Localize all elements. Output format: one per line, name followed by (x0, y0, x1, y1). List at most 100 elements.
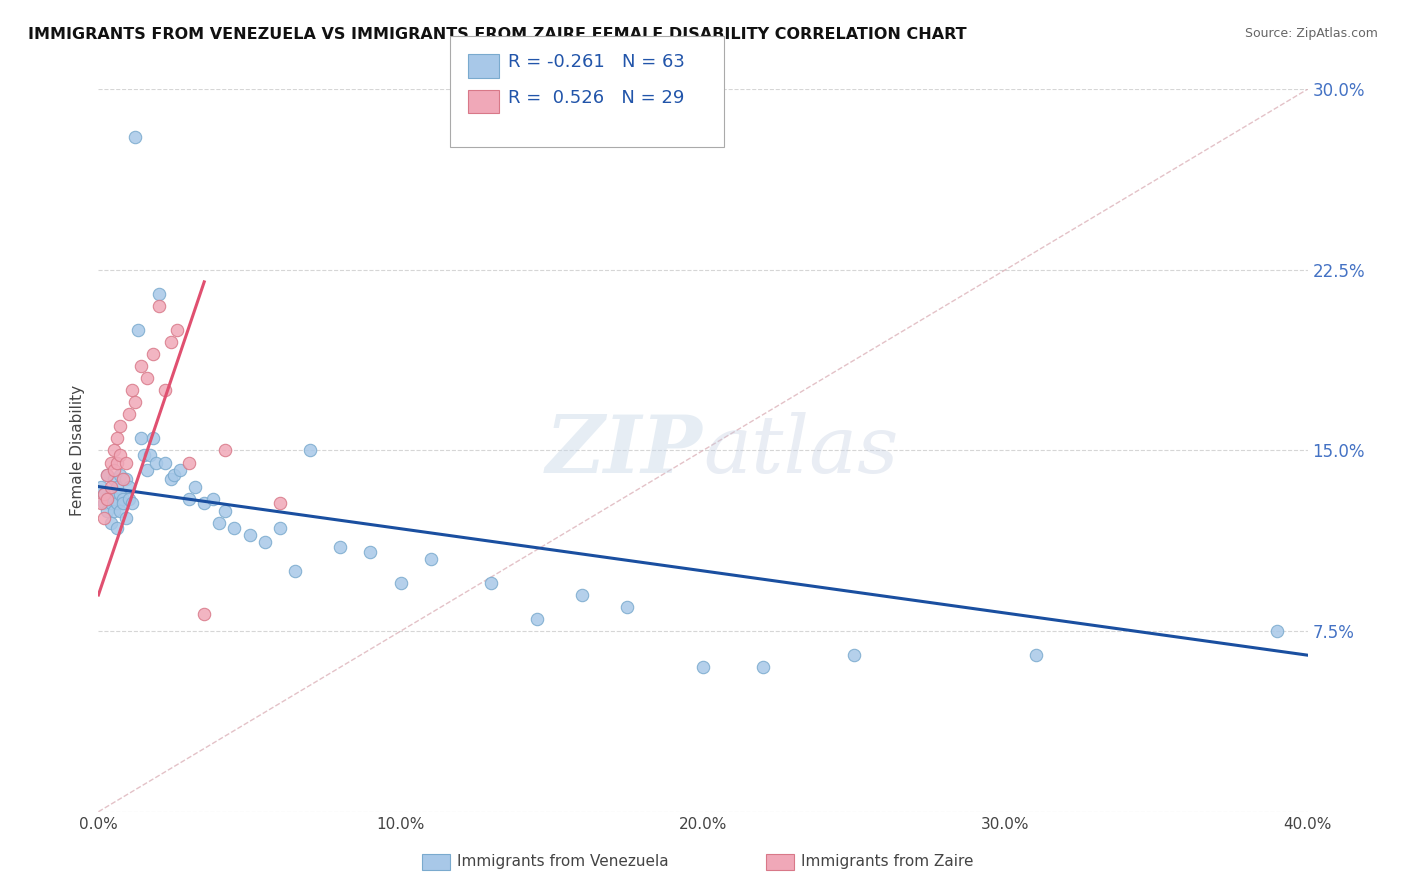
Point (108, 448, 131, 462)
Point (153, 384, 176, 398)
Point (103, 443, 125, 458)
Point (360, 544, 382, 558)
Point (103, 472, 125, 486)
Point (145, 455, 167, 469)
Point (752, 660, 775, 674)
Point (148, 286, 170, 301)
Point (108, 503, 131, 517)
Point (224, 520, 246, 534)
Point (169, 463, 191, 477)
Text: R =  0.526   N = 29: R = 0.526 N = 29 (508, 89, 683, 107)
Point (105, 431, 128, 445)
Text: IMMIGRANTS FROM VENEZUELA VS IMMIGRANTS FROM ZAIRE FEMALE DISABILITY CORRELATION: IMMIGRANTS FROM VENEZUELA VS IMMIGRANTS … (28, 27, 967, 42)
Point (108, 419, 131, 434)
Point (844, 648, 866, 662)
Text: Immigrants from Zaire: Immigrants from Zaire (801, 855, 974, 869)
Point (124, 130, 146, 145)
Point (121, 496, 143, 510)
Point (179, 455, 201, 469)
Point (253, 535, 276, 549)
Point (127, 323, 149, 337)
Point (481, 576, 503, 591)
Point (139, 448, 162, 462)
Point (1024, 648, 1046, 662)
Point (105, 455, 128, 469)
Text: Immigrants from Venezuela: Immigrants from Venezuela (457, 855, 669, 869)
Point (96, 491, 118, 506)
Point (96, 491, 118, 506)
Point (111, 491, 134, 506)
Point (105, 520, 128, 534)
Point (135, 371, 157, 385)
Point (616, 599, 638, 614)
Point (153, 455, 176, 469)
Point (160, 472, 183, 486)
Point (193, 607, 215, 622)
Point (166, 323, 188, 337)
Point (118, 480, 141, 494)
Point (108, 467, 131, 482)
Point (269, 496, 291, 510)
Point (96, 503, 118, 517)
Point (526, 612, 548, 626)
Point (114, 511, 136, 525)
Text: Source: ZipAtlas.com: Source: ZipAtlas.com (1244, 27, 1378, 40)
Point (214, 503, 236, 517)
Point (103, 503, 125, 517)
Point (103, 491, 125, 506)
Point (105, 496, 128, 510)
Point (100, 480, 122, 494)
Point (163, 467, 186, 482)
Point (132, 448, 155, 462)
Point (124, 395, 146, 409)
Point (114, 472, 136, 486)
Point (93, 487, 115, 501)
Point (129, 359, 152, 373)
Point (571, 588, 593, 602)
Y-axis label: Female Disability: Female Disability (69, 384, 84, 516)
Point (135, 463, 157, 477)
Point (114, 455, 136, 469)
Text: R = -0.261   N = 63: R = -0.261 N = 63 (508, 54, 685, 71)
Point (90, 496, 112, 510)
Point (208, 516, 231, 530)
Point (100, 487, 122, 501)
Point (105, 480, 128, 494)
Point (193, 496, 215, 510)
Point (692, 660, 714, 674)
Point (179, 491, 201, 506)
Point (160, 334, 183, 349)
Point (148, 299, 170, 313)
Point (1267, 624, 1289, 639)
Point (118, 491, 141, 506)
Point (329, 540, 352, 554)
Point (118, 407, 141, 421)
Point (90, 480, 112, 494)
Point (93, 487, 115, 501)
Point (142, 431, 165, 445)
Point (184, 480, 207, 494)
Point (284, 564, 307, 578)
Point (269, 520, 291, 534)
Point (214, 443, 236, 458)
Point (93, 511, 115, 525)
Point (96, 467, 118, 482)
Point (100, 516, 122, 530)
Point (93, 496, 115, 510)
Point (108, 487, 131, 501)
Point (103, 463, 125, 477)
Point (111, 496, 134, 510)
Point (420, 551, 443, 566)
Point (299, 443, 322, 458)
Point (129, 431, 152, 445)
Text: ZIP: ZIP (546, 412, 703, 489)
Point (202, 491, 225, 506)
Point (100, 496, 122, 510)
Point (96, 467, 118, 482)
Point (142, 347, 165, 361)
Point (389, 576, 412, 591)
Text: atlas: atlas (703, 412, 898, 489)
Point (239, 527, 262, 541)
Point (100, 455, 122, 469)
Point (121, 384, 143, 398)
